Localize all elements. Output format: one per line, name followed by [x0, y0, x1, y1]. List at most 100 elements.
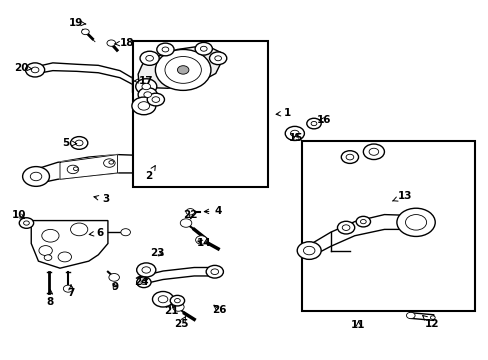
Circle shape: [31, 67, 39, 73]
Text: 22: 22: [183, 210, 198, 220]
Circle shape: [41, 229, 59, 242]
Circle shape: [140, 51, 159, 65]
Circle shape: [209, 52, 226, 65]
Circle shape: [368, 148, 378, 155]
Circle shape: [23, 221, 29, 225]
Text: 8: 8: [47, 290, 54, 307]
Circle shape: [406, 312, 414, 319]
Circle shape: [363, 144, 384, 159]
Circle shape: [355, 216, 370, 227]
Text: 24: 24: [134, 277, 148, 287]
Text: 13: 13: [391, 191, 411, 201]
Circle shape: [58, 252, 71, 262]
Circle shape: [337, 221, 354, 234]
Circle shape: [152, 97, 160, 102]
Circle shape: [135, 86, 141, 90]
Circle shape: [70, 136, 88, 149]
Circle shape: [285, 126, 304, 140]
Circle shape: [206, 265, 223, 278]
Circle shape: [152, 292, 173, 307]
Polygon shape: [310, 215, 406, 257]
Circle shape: [136, 263, 156, 277]
Polygon shape: [138, 267, 218, 285]
Circle shape: [147, 93, 164, 106]
Circle shape: [310, 121, 316, 126]
Circle shape: [145, 55, 153, 61]
Circle shape: [341, 151, 358, 163]
Text: 16: 16: [316, 115, 330, 125]
Polygon shape: [38, 63, 138, 89]
Polygon shape: [60, 154, 117, 179]
Circle shape: [136, 79, 157, 94]
Circle shape: [103, 159, 115, 167]
Polygon shape: [132, 76, 141, 92]
Circle shape: [185, 208, 194, 215]
Circle shape: [429, 316, 434, 319]
Text: 7: 7: [67, 285, 75, 298]
Polygon shape: [138, 47, 221, 88]
Circle shape: [138, 87, 157, 102]
Circle shape: [157, 43, 174, 56]
Circle shape: [142, 267, 150, 273]
Circle shape: [306, 118, 321, 129]
Text: 5: 5: [62, 138, 77, 148]
Polygon shape: [409, 312, 433, 320]
Circle shape: [22, 167, 49, 186]
Text: 9: 9: [111, 282, 119, 292]
Circle shape: [75, 140, 83, 146]
Circle shape: [109, 274, 119, 281]
Circle shape: [44, 255, 52, 260]
Circle shape: [109, 161, 113, 164]
Circle shape: [39, 246, 52, 256]
Circle shape: [360, 220, 366, 224]
Text: 18: 18: [114, 38, 134, 48]
Polygon shape: [38, 154, 138, 184]
Circle shape: [121, 229, 130, 236]
Circle shape: [162, 47, 168, 52]
Circle shape: [297, 242, 321, 259]
Text: 26: 26: [212, 305, 226, 315]
Circle shape: [73, 167, 78, 171]
Text: 15: 15: [288, 133, 303, 143]
Circle shape: [346, 154, 353, 160]
Circle shape: [19, 218, 34, 228]
Circle shape: [180, 219, 191, 227]
Bar: [302, 141, 473, 311]
Circle shape: [174, 298, 180, 303]
Circle shape: [396, 208, 434, 237]
Text: 10: 10: [12, 210, 26, 220]
Circle shape: [172, 303, 184, 311]
Text: 6: 6: [89, 228, 103, 238]
Circle shape: [81, 29, 89, 35]
Circle shape: [342, 225, 349, 230]
Circle shape: [155, 49, 210, 90]
Circle shape: [214, 56, 221, 61]
Circle shape: [290, 130, 299, 136]
Circle shape: [195, 236, 207, 244]
Text: 1: 1: [276, 108, 291, 118]
Circle shape: [141, 280, 146, 284]
Circle shape: [158, 296, 167, 303]
Text: 21: 21: [164, 303, 179, 316]
Text: 17: 17: [133, 76, 153, 86]
Circle shape: [303, 246, 314, 255]
Circle shape: [405, 215, 426, 230]
Text: 11: 11: [350, 320, 365, 330]
Text: 3: 3: [94, 194, 109, 204]
Circle shape: [107, 40, 115, 46]
Text: 20: 20: [14, 63, 32, 73]
Text: 19: 19: [68, 18, 86, 28]
Text: 25: 25: [174, 316, 188, 329]
Circle shape: [70, 223, 88, 236]
Circle shape: [177, 66, 188, 74]
Circle shape: [136, 277, 151, 288]
Circle shape: [25, 63, 44, 77]
Circle shape: [164, 57, 201, 83]
Circle shape: [132, 97, 156, 115]
Circle shape: [200, 46, 207, 51]
Circle shape: [195, 42, 212, 55]
Polygon shape: [31, 221, 108, 268]
Text: 14: 14: [196, 238, 211, 248]
Bar: [133, 41, 267, 187]
Circle shape: [138, 102, 149, 110]
